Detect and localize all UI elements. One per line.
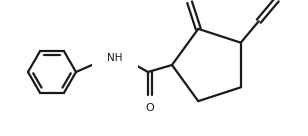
Text: NH: NH <box>107 53 123 63</box>
Text: O: O <box>146 103 154 113</box>
